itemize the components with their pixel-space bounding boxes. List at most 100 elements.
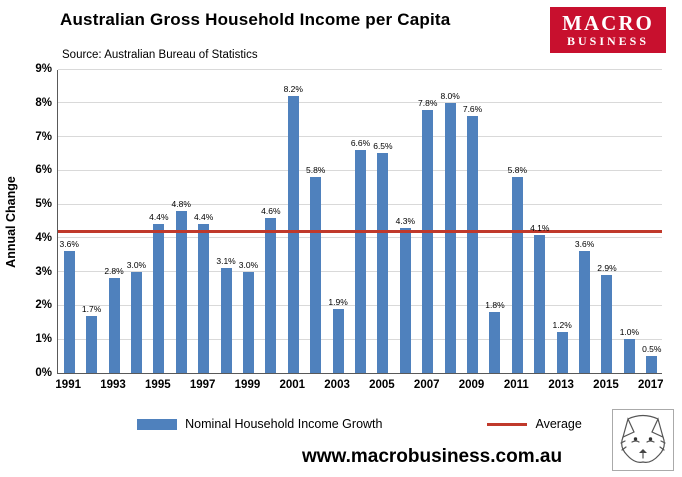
x-tick-label: 2005 (369, 379, 395, 391)
bar-2014 (579, 251, 591, 373)
average-line (58, 229, 662, 233)
logo-text-macro: MACRO (562, 10, 654, 35)
page-title: Australian Gross Household Income per Ca… (60, 10, 451, 29)
legend: Nominal Household Income Growth Average (57, 417, 662, 431)
y-tick-label: 0% (35, 367, 52, 379)
x-tick-label: 2003 (324, 379, 350, 391)
y-tick-label: 5% (35, 198, 52, 211)
bar-value-label-2010: 1.8% (485, 300, 505, 311)
x-tick-label: 2001 (279, 379, 306, 391)
y-axis-title: Annual Change (4, 176, 19, 268)
bar-2009 (467, 116, 479, 373)
bar-2003 (332, 308, 344, 373)
y-tick-label: 7% (35, 130, 52, 143)
y-axis-title-wrap: Annual Change (0, 70, 22, 374)
bar-2011 (511, 177, 523, 373)
x-tick-label: 2007 (413, 379, 440, 391)
bar-2017 (646, 356, 658, 373)
bar-2004 (355, 150, 366, 373)
website-url: www.macrobusiness.com.au (301, 446, 563, 467)
bar-1995 (153, 224, 165, 373)
y-tick-label: 6% (35, 164, 52, 177)
gridline (58, 136, 662, 138)
x-tick-label: 1997 (189, 379, 216, 391)
bar-2016 (623, 339, 635, 373)
bar-1992 (86, 315, 98, 373)
x-tick-label: 1993 (100, 379, 126, 391)
y-tick-label: 3% (35, 265, 52, 278)
bar-value-label-1992: 1.7% (81, 303, 102, 314)
bar-2013 (556, 332, 568, 373)
bar-1994 (130, 271, 142, 373)
bar-value-label-2002: 5.8% (305, 165, 326, 176)
x-tick-label: 1991 (55, 379, 81, 391)
bar-value-label-1993: 2.8% (104, 266, 124, 277)
bar-value-label-2013: 1.2% (552, 320, 572, 331)
bar-value-label-1999: 3.0% (238, 259, 259, 270)
bar-value-label-2006: 4.3% (395, 215, 415, 226)
bar-value-label-1996: 4.8% (171, 198, 191, 209)
bar-1998 (220, 268, 232, 373)
plot-area: 3.6% 1.7% 2.8% 3.0% 4.4% 4.8% 4.4% 3.1% 3.0% 4.6%… (57, 68, 662, 374)
bar-1997 (198, 224, 210, 373)
y-tick-label: 8% (35, 96, 52, 109)
wolf-logo-drawing (612, 409, 674, 471)
bar-2010 (489, 312, 501, 373)
x-tick-label: 2011 (503, 379, 529, 391)
gridline (58, 68, 662, 70)
x-tick-label: 1999 (234, 379, 261, 391)
bar-value-label-1997: 4.4% (193, 212, 214, 223)
source-note: Source: Australian Bureau of Statistics (62, 49, 258, 61)
bar-value-label-1991: 3.6% (59, 239, 79, 250)
x-tick-label: 2015 (593, 379, 619, 391)
x-tick-label: 2017 (637, 379, 664, 391)
bar-value-label-2011: 5.8% (507, 165, 528, 176)
bar-2015 (601, 275, 613, 373)
bar-1996 (175, 210, 187, 373)
bar-value-label-2014: 3.6% (574, 239, 595, 250)
legend-item-series: Nominal Household Income Growth (137, 417, 382, 431)
bar-1993 (108, 278, 120, 373)
bar-2007 (422, 109, 434, 373)
gridline (58, 102, 662, 104)
bar-value-label-1998: 3.1% (216, 256, 236, 267)
series-label: Nominal Household Income Growth (185, 417, 383, 431)
bar-1991 (63, 251, 75, 373)
bar-2002 (310, 177, 322, 373)
bar-value-label-2016: 1.0% (619, 327, 640, 338)
bar-value-label-2001: 8.2% (283, 84, 303, 95)
macro-business-logo: MACRO BUSINESS (550, 7, 666, 53)
bar-value-label-1995: 4.4% (149, 212, 169, 223)
bar-2012 (534, 234, 546, 373)
bar-value-label-1994: 3.0% (126, 259, 147, 270)
bar-value-label-2007: 7.8% (418, 97, 438, 108)
bar-2001 (287, 96, 299, 373)
y-tick-label: 2% (35, 299, 52, 312)
bar-2008 (444, 102, 456, 373)
average-label: Average (535, 417, 582, 431)
bar-2005 (377, 153, 389, 373)
wolf-logo (612, 409, 674, 471)
legend-item-average: Average (487, 417, 582, 431)
bar-value-label-2000: 4.6% (261, 205, 281, 216)
bar-value-label-2015: 2.9% (597, 263, 617, 274)
bar-value-label-2017: 0.5% (642, 344, 662, 355)
average-line-swatch (487, 422, 528, 426)
bar-2006 (399, 227, 411, 373)
x-tick-labels: 1991 1993 1995 1997 1999 2001 2003 2005 2007 2009… (55, 379, 664, 395)
x-tick-label: 1995 (145, 379, 171, 391)
logo-text-business: BUSINESS (566, 33, 650, 48)
y-tick-label: 4% (35, 231, 52, 244)
bar-value-label-2005: 6.5% (373, 141, 393, 152)
series-swatch (137, 418, 178, 430)
bar-value-label-2003: 1.9% (328, 296, 348, 307)
bar-2000 (265, 217, 277, 373)
y-tick-label: 1% (35, 333, 52, 346)
y-tick-label: 9% (35, 63, 52, 75)
bar-value-label-2009: 7.6% (462, 104, 483, 115)
bar-value-label-2008: 8.0% (440, 90, 460, 101)
bar-value-label-2004: 6.6% (350, 138, 371, 149)
bar-1999 (242, 271, 254, 373)
x-tick-label: 2013 (548, 379, 574, 391)
